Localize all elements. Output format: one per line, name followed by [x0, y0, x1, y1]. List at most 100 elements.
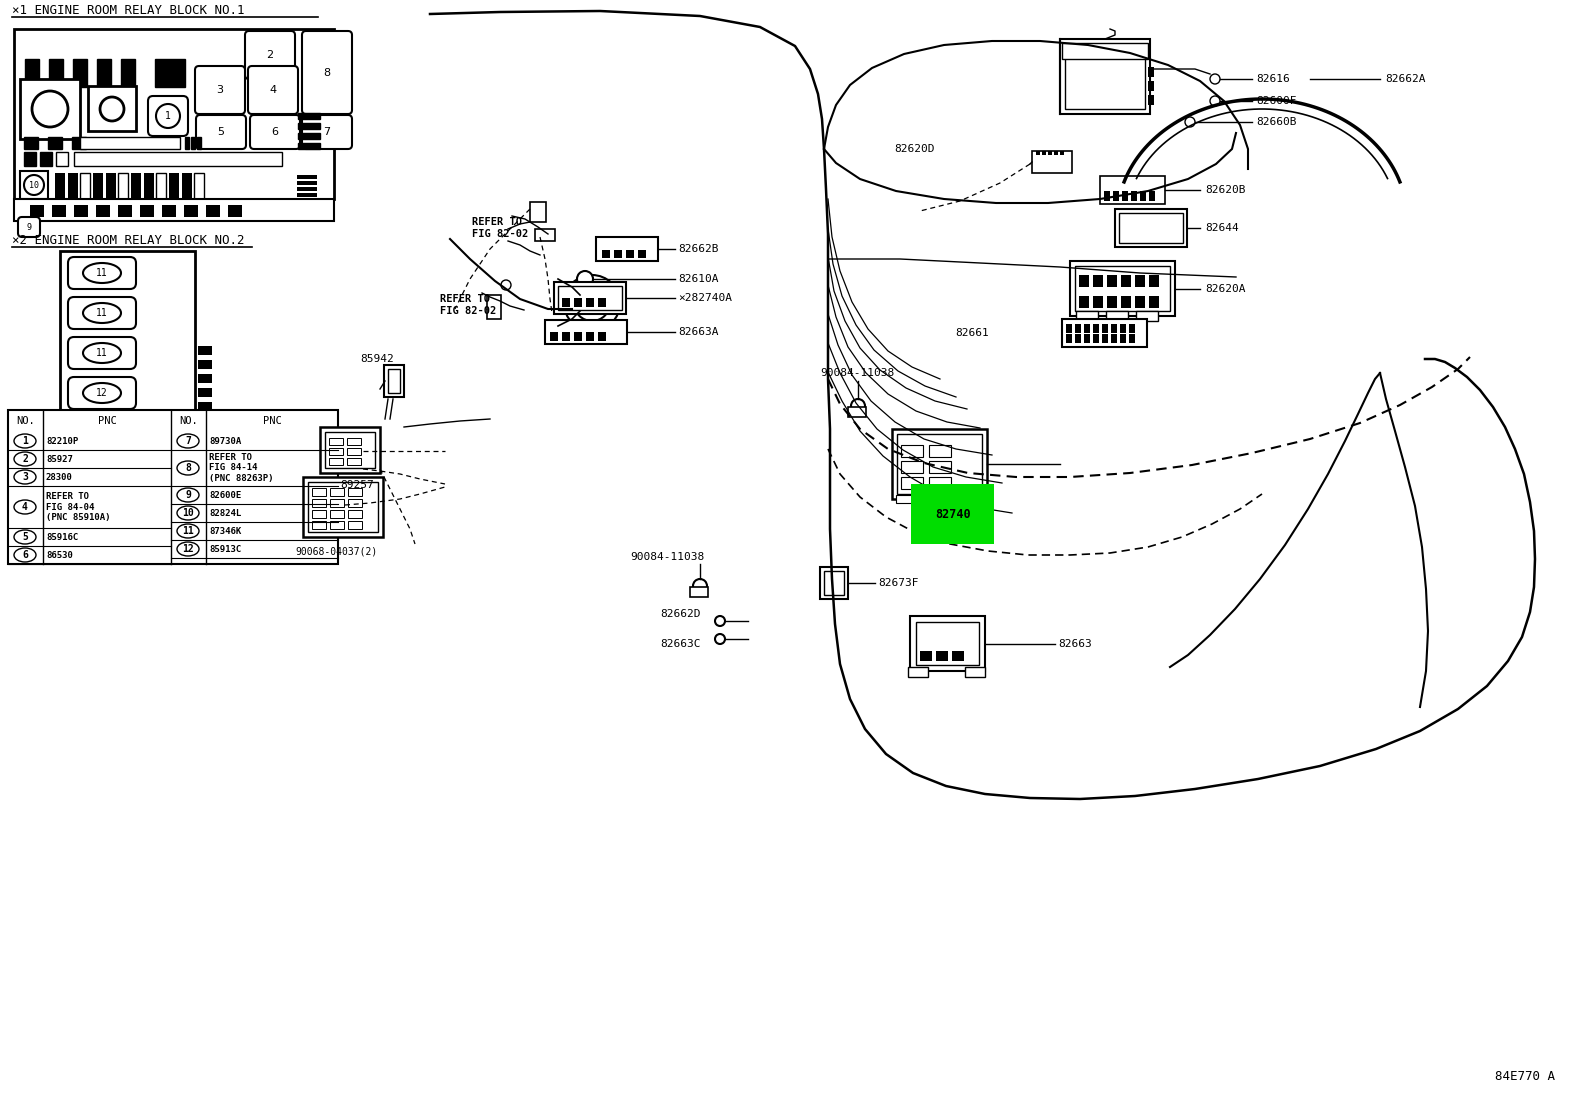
Bar — [549, 332, 559, 341]
Ellipse shape — [177, 460, 199, 475]
Text: 82600F: 82600F — [1256, 96, 1296, 106]
Circle shape — [693, 579, 707, 593]
Bar — [1060, 38, 1149, 114]
Ellipse shape — [177, 434, 199, 448]
Bar — [88, 86, 135, 131]
Bar — [325, 432, 376, 468]
Bar — [96, 206, 110, 217]
Bar — [544, 320, 627, 344]
Text: 82616: 82616 — [1256, 74, 1290, 84]
Text: 82610A: 82610A — [678, 274, 718, 284]
Bar — [162, 206, 177, 217]
Bar — [1094, 275, 1103, 287]
Bar — [1129, 324, 1135, 333]
Bar — [562, 332, 570, 341]
Bar — [185, 206, 197, 217]
Bar — [330, 448, 342, 455]
FancyBboxPatch shape — [302, 31, 352, 114]
Bar — [53, 206, 65, 217]
Bar — [154, 59, 185, 87]
Bar — [930, 445, 950, 457]
Text: 4: 4 — [22, 502, 29, 512]
Ellipse shape — [83, 263, 121, 284]
Bar — [298, 123, 320, 129]
Text: 84E770 A: 84E770 A — [1495, 1070, 1555, 1084]
Bar — [586, 298, 594, 307]
Bar — [1111, 334, 1118, 343]
Bar — [1121, 275, 1130, 287]
Text: 82620A: 82620A — [1205, 284, 1245, 295]
Text: REFER TO: REFER TO — [439, 295, 490, 304]
Circle shape — [501, 280, 511, 290]
Bar — [1084, 324, 1091, 333]
Text: NO.: NO. — [16, 417, 35, 426]
Text: 87346K: 87346K — [209, 526, 242, 535]
Bar — [140, 206, 154, 217]
Ellipse shape — [14, 452, 37, 466]
Bar — [1106, 275, 1118, 287]
Text: 82662D: 82662D — [661, 609, 700, 619]
Bar — [599, 298, 607, 307]
Bar — [197, 346, 212, 355]
Bar — [1062, 319, 1146, 347]
Bar — [80, 173, 91, 199]
Text: 86530: 86530 — [46, 551, 73, 559]
Bar — [952, 651, 965, 660]
Text: FIG 82-02: FIG 82-02 — [471, 229, 529, 238]
FancyBboxPatch shape — [194, 66, 245, 114]
Bar — [615, 249, 622, 258]
Bar — [330, 439, 342, 445]
Text: 82662A: 82662A — [1385, 74, 1425, 84]
Bar — [689, 587, 708, 597]
Bar — [156, 173, 166, 199]
Ellipse shape — [177, 524, 199, 539]
Bar — [1075, 334, 1081, 343]
FancyBboxPatch shape — [148, 96, 188, 136]
Bar — [312, 488, 326, 496]
Text: 82673F: 82673F — [879, 578, 919, 588]
Circle shape — [575, 285, 610, 321]
Bar — [930, 460, 950, 473]
Bar — [72, 137, 86, 149]
Bar — [1067, 334, 1071, 343]
Text: 9: 9 — [185, 490, 191, 500]
Ellipse shape — [14, 434, 37, 448]
Bar — [1149, 275, 1159, 287]
Bar — [1075, 324, 1081, 333]
Circle shape — [715, 617, 724, 626]
Bar — [1148, 81, 1154, 91]
Bar — [73, 206, 88, 217]
Text: 5: 5 — [22, 532, 29, 542]
Bar — [923, 495, 944, 503]
Bar — [197, 374, 212, 382]
Text: 85927: 85927 — [46, 455, 73, 464]
Ellipse shape — [14, 500, 37, 514]
Bar — [197, 360, 212, 369]
Bar — [1084, 334, 1091, 343]
Text: 8: 8 — [323, 68, 331, 78]
Circle shape — [100, 97, 124, 121]
Bar — [575, 298, 583, 307]
Bar — [330, 510, 344, 518]
Text: REFER TO
FIG 84-14
(PNC 88263P): REFER TO FIG 84-14 (PNC 88263P) — [209, 453, 274, 482]
Bar — [530, 202, 546, 222]
Bar — [92, 173, 103, 199]
Bar — [1075, 266, 1170, 311]
Bar — [901, 477, 923, 489]
FancyBboxPatch shape — [18, 217, 40, 237]
Text: 3: 3 — [217, 85, 223, 95]
Bar — [599, 332, 607, 341]
Text: FIG 82-02: FIG 82-02 — [439, 306, 497, 317]
Bar — [131, 173, 142, 199]
Bar — [1130, 191, 1137, 201]
Text: 82210P: 82210P — [46, 436, 78, 445]
Bar — [302, 477, 384, 537]
Ellipse shape — [14, 470, 37, 484]
Circle shape — [32, 91, 68, 127]
Text: 6: 6 — [22, 550, 29, 560]
Bar — [197, 137, 201, 149]
Bar — [349, 499, 361, 507]
Bar — [49, 59, 64, 87]
Bar — [24, 137, 38, 149]
Bar — [24, 152, 37, 166]
